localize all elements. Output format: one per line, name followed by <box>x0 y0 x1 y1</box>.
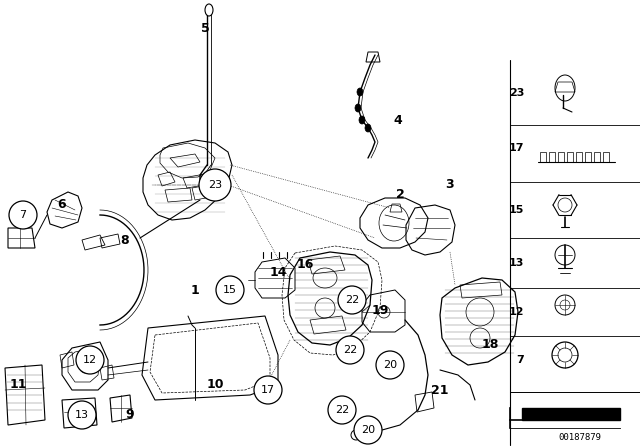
Text: 12: 12 <box>83 355 97 365</box>
Ellipse shape <box>357 88 363 96</box>
Text: 6: 6 <box>58 198 67 211</box>
Text: 23: 23 <box>509 88 524 98</box>
Text: 14: 14 <box>269 266 287 279</box>
Polygon shape <box>522 408 620 420</box>
Text: 17: 17 <box>509 143 524 153</box>
Circle shape <box>376 351 404 379</box>
Text: 20: 20 <box>383 360 397 370</box>
Text: 20: 20 <box>361 425 375 435</box>
Text: 00187879: 00187879 <box>559 433 602 442</box>
Text: 12: 12 <box>509 307 524 317</box>
Circle shape <box>9 201 37 229</box>
Text: 9: 9 <box>125 409 134 422</box>
Text: 21: 21 <box>431 383 449 396</box>
Circle shape <box>216 276 244 304</box>
Text: 22: 22 <box>335 405 349 415</box>
Circle shape <box>354 416 382 444</box>
Text: 5: 5 <box>200 22 209 34</box>
Text: 4: 4 <box>394 113 403 126</box>
Circle shape <box>254 376 282 404</box>
Text: 16: 16 <box>296 258 314 271</box>
Circle shape <box>68 401 96 429</box>
Ellipse shape <box>205 4 213 16</box>
Ellipse shape <box>359 116 365 124</box>
Text: 10: 10 <box>206 379 224 392</box>
Circle shape <box>328 396 356 424</box>
Text: 2: 2 <box>396 189 404 202</box>
Text: 22: 22 <box>345 295 359 305</box>
Text: 13: 13 <box>509 258 524 268</box>
Text: 17: 17 <box>261 385 275 395</box>
Text: 19: 19 <box>371 303 388 316</box>
Text: 11: 11 <box>9 379 27 392</box>
Circle shape <box>338 286 366 314</box>
Text: 18: 18 <box>481 339 499 352</box>
Text: 15: 15 <box>223 285 237 295</box>
Circle shape <box>76 346 104 374</box>
Text: 15: 15 <box>509 205 524 215</box>
Text: 22: 22 <box>343 345 357 355</box>
Text: 13: 13 <box>75 410 89 420</box>
Text: 1: 1 <box>191 284 200 297</box>
Ellipse shape <box>355 104 361 112</box>
Text: 7: 7 <box>19 210 27 220</box>
Text: 3: 3 <box>445 178 454 191</box>
Ellipse shape <box>365 124 371 132</box>
Text: 23: 23 <box>208 180 222 190</box>
Text: 8: 8 <box>121 233 129 246</box>
Text: 7: 7 <box>516 355 524 365</box>
Circle shape <box>336 336 364 364</box>
Circle shape <box>199 169 231 201</box>
